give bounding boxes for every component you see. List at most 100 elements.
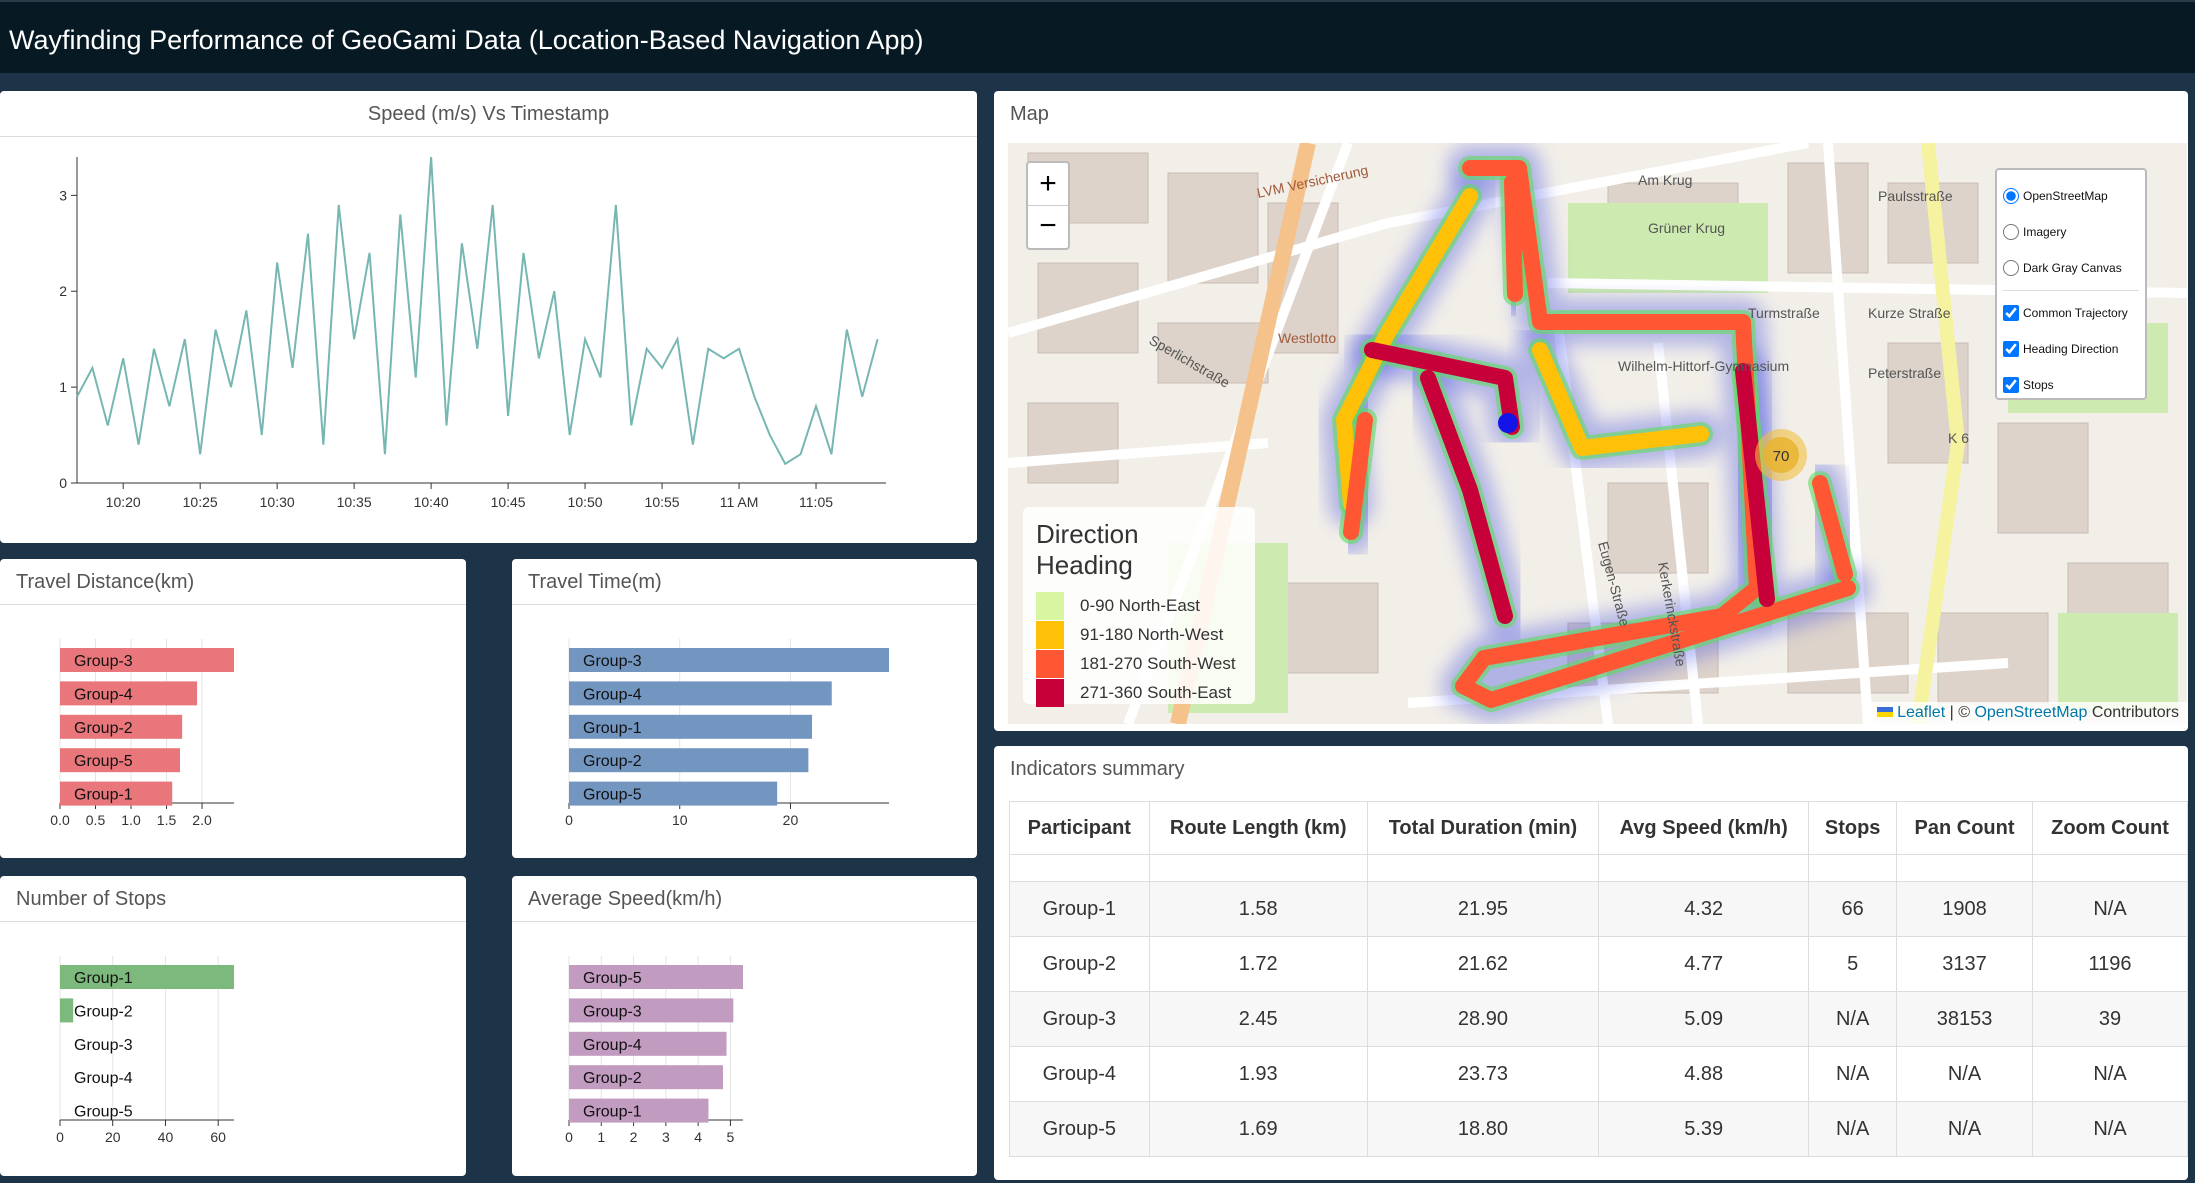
layer-label: Stops (2023, 378, 2054, 392)
bar-label: Group-2 (74, 720, 133, 737)
bar (569, 1098, 709, 1123)
layer-checkbox[interactable] (2003, 341, 2019, 357)
map[interactable]: 70 LVM Versicherung Am Krug Paulsstraße Turm… (1008, 143, 2187, 724)
table-cell: 2.45 (1148, 991, 1368, 1047)
x-tick-label: 2.0 (192, 812, 212, 828)
x-tick-label: 10:35 (337, 494, 372, 510)
table-cell: N/A (1808, 1046, 1897, 1102)
speed-bar-panel: Average Speed(km/h) 0 1 2 3 4 5 Group-5 Group-3… (512, 876, 977, 1176)
x-tick-label: 10:45 (491, 494, 526, 510)
bar-label: Group-1 (74, 787, 133, 804)
street-label: Turmstraße (1748, 305, 1820, 321)
main-road (1911, 143, 1966, 724)
bar-label: Group-4 (74, 686, 133, 703)
layer-option: Common Trajectory (2003, 295, 2139, 331)
x-tick-label: 10:50 (568, 494, 603, 510)
table-cell: N/A (1808, 991, 1897, 1047)
table-row: Group-3 2.45 28.90 5.09 N/A 38153 39 (1009, 991, 2188, 1047)
table-cell: 4.77 (1598, 936, 1810, 992)
bar-label: Group-5 (583, 970, 642, 987)
bar (569, 1031, 727, 1056)
x-tick-label: 10:30 (260, 494, 295, 510)
x-tick-label: 0.5 (86, 812, 106, 828)
table-cell: N/A (2032, 1101, 2188, 1157)
layer-radio[interactable] (2003, 224, 2019, 240)
legend-swatch (1036, 649, 1064, 678)
legend-item: 91-180 North-West (1036, 620, 1242, 649)
bar-label: Group-4 (583, 686, 642, 703)
speed-chart: 0 1 2 3 10:20 10:25 10:30 10:35 10:40 10:45 10:50 1… (59, 156, 886, 510)
bar (60, 681, 198, 706)
street-label: Westlotto (1278, 330, 1336, 346)
legend-label: 271-360 South-East (1080, 682, 1232, 702)
table-panel: Indicators summary Participant Route Leng… (994, 746, 2188, 1180)
table-cell: 1.69 (1148, 1101, 1368, 1157)
spacer-cell (1148, 854, 1368, 882)
x-tick-label: 10:40 (414, 494, 449, 510)
attribution-sep: | © (1949, 704, 1970, 721)
table-cell: 1196 (2032, 936, 2188, 992)
layer-option: Stops (2003, 367, 2139, 403)
trail (1532, 342, 1709, 456)
bar-label: Group-1 (583, 720, 642, 737)
table-row: Group-1 1.58 21.95 4.32 66 1908 N/A (1009, 881, 2188, 937)
bar (60, 714, 183, 739)
x-tick-label: 11:05 (799, 494, 833, 510)
leaflet-link[interactable]: Leaflet (1897, 704, 1946, 721)
legend-item: 271-360 South-East (1036, 678, 1242, 707)
table-cell: N/A (1895, 1101, 2034, 1157)
speed-panel: Speed (m/s) Vs Timestamp 0 1 2 3 10:20 10:25 1… (0, 91, 977, 543)
zoom-in[interactable]: + (1028, 163, 1068, 206)
bar (569, 681, 832, 706)
x-tick-label: 1.0 (121, 812, 141, 828)
column-header: Pan Count (1895, 801, 2034, 855)
trail (1455, 160, 1856, 708)
bar (60, 998, 74, 1023)
attribution: Leaflet | © OpenStreetMap Contributors (1868, 702, 2187, 724)
speed-bar-chart: 0 1 2 3 4 5 Group-5 Group-3 Group-4 Group-2 Group-… (565, 956, 743, 1145)
panel-title: Average Speed(km/h) (512, 876, 977, 922)
column-header: Zoom Count (2032, 801, 2188, 855)
x-tick-label: 40 (158, 1129, 174, 1145)
x-tick-label: 2 (630, 1129, 638, 1145)
column-header: Stops (1808, 801, 1897, 855)
layer-checkbox[interactable] (2003, 305, 2019, 321)
layer-label: Dark Gray Canvas (2023, 261, 2122, 275)
bar-label: Group-5 (74, 753, 133, 770)
legend-title: Direction Heading (1036, 519, 1139, 580)
osm-link[interactable]: OpenStreetMap (1974, 704, 2088, 721)
table-cell: N/A (2032, 881, 2188, 937)
layer-radio[interactable] (2003, 188, 2019, 204)
bar-label: Group-3 (74, 653, 133, 670)
trail (1504, 174, 1523, 302)
table-cell: 5.09 (1598, 991, 1810, 1047)
trail (1420, 370, 1513, 624)
distance-chart: 0.0 0.5 1.0 1.5 2.0 Group-3 Group-4 Group-2 Grou… (50, 639, 234, 828)
x-tick-label: 10 (672, 812, 688, 828)
spacer-cell (1808, 854, 1897, 882)
bar (569, 714, 813, 739)
y-tick-label: 2 (59, 283, 67, 299)
x-tick-label: 0 (56, 1129, 64, 1145)
table-cell: 5 (1808, 936, 1897, 992)
time-chart: 0 10 20 Group-3 Group-4 Group-1 Group-2 Group-5 (565, 639, 889, 828)
trail (1812, 475, 1853, 582)
layer-separator (2003, 290, 2139, 291)
layer-radio[interactable] (2003, 260, 2019, 276)
bar (60, 781, 173, 806)
spacer-cell (1895, 854, 2034, 882)
table-cell: 1.58 (1148, 881, 1368, 937)
table-cell: 28.90 (1366, 991, 1600, 1047)
column-header: Route Length (km) (1148, 801, 1368, 855)
legend-item: 181-270 South-West (1036, 649, 1242, 678)
bar (569, 965, 743, 989)
bar (569, 998, 734, 1023)
spacer-cell (1598, 854, 1810, 882)
table-cell: 38153 (1895, 991, 2034, 1047)
layer-checkbox[interactable] (2003, 377, 2019, 393)
x-tick-label: 10:20 (106, 494, 141, 510)
zoom-out[interactable]: − (1039, 209, 1057, 242)
x-tick-label: 0 (565, 1129, 573, 1145)
x-tick-label: 20 (105, 1129, 121, 1145)
